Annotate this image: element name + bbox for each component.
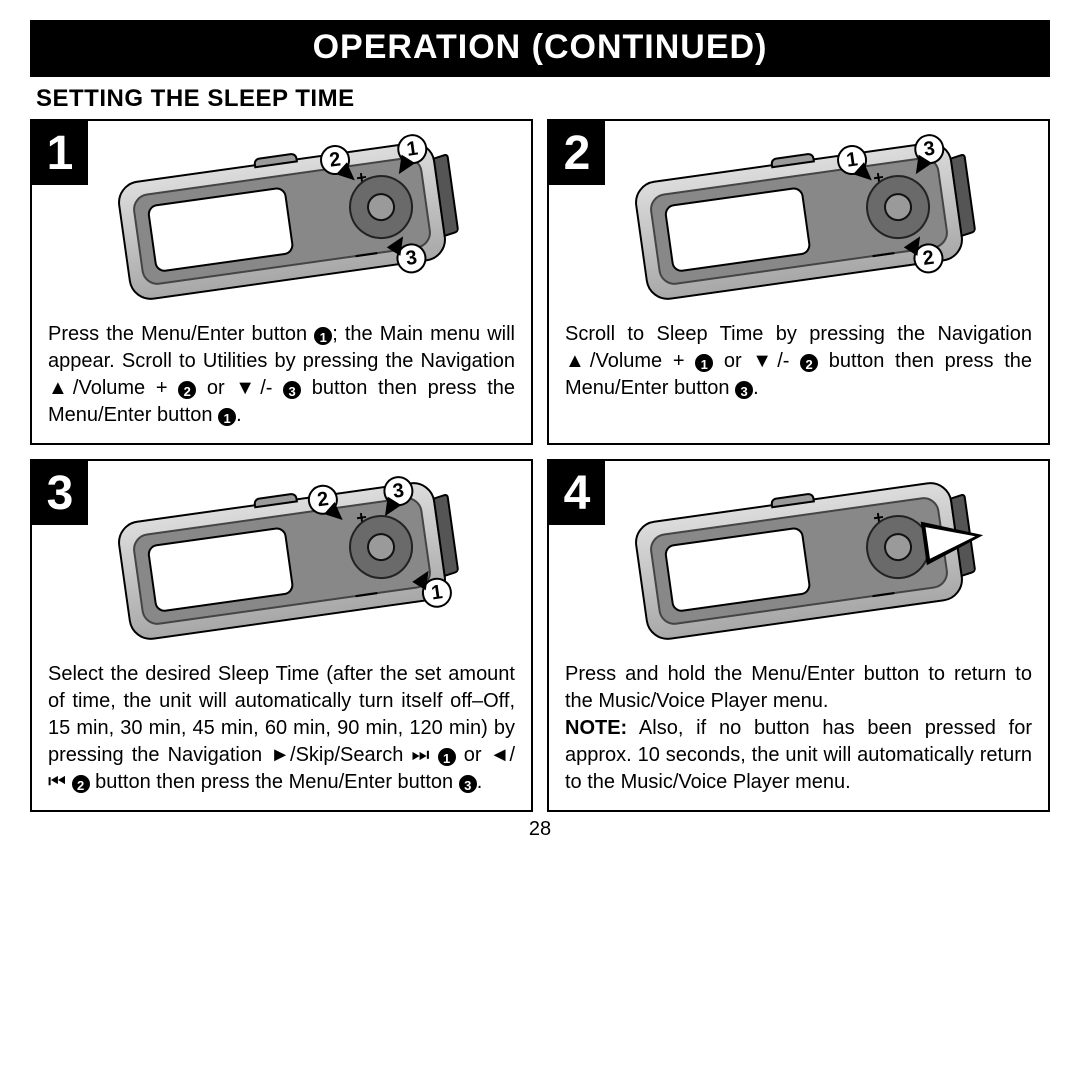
section-subtitle: SETTING THE SLEEP TIME	[36, 85, 1050, 113]
press-arrow-icon	[920, 513, 986, 565]
step-4: 4 + — Press and hold the Menu/Enter butt…	[547, 459, 1050, 812]
minus-icon: —	[872, 592, 894, 595]
page-number: 28	[30, 818, 1050, 841]
step-number: 2	[549, 121, 605, 185]
minus-icon: —	[872, 252, 894, 255]
step-1: 1 + — 2 1 3 Press the Menu/Enter button …	[30, 119, 533, 445]
steps-grid: 1 + — 2 1 3 Press the Menu/Enter button …	[30, 119, 1050, 812]
step-number: 1	[32, 121, 88, 185]
step-text: Select the desired Sleep Time (after the…	[32, 651, 531, 810]
minus-icon: —	[355, 592, 377, 595]
step-number: 4	[549, 461, 605, 525]
device-illustration: + — 1 3 2	[549, 121, 1048, 311]
section-banner: OPERATION (CONTINUED)	[30, 20, 1050, 77]
step-text: Press and hold the Menu/Enter button to …	[549, 651, 1048, 810]
device-illustration: + — 2 3 1	[32, 461, 531, 651]
minus-icon: —	[355, 252, 377, 255]
step-text: Scroll to Sleep Time by pressing the Nav…	[549, 311, 1048, 416]
step-number: 3	[32, 461, 88, 525]
device-illustration: + —	[549, 461, 1048, 651]
device-illustration: + — 2 1 3	[32, 121, 531, 311]
step-text: Press the Menu/Enter button 1; the Main …	[32, 311, 531, 443]
step-2: 2 + — 1 3 2 Scroll to Sleep Time by pres…	[547, 119, 1050, 445]
callout-1: 1	[419, 576, 453, 610]
step-3: 3 + — 2 3 1 Select the desired Sleep Tim…	[30, 459, 533, 812]
